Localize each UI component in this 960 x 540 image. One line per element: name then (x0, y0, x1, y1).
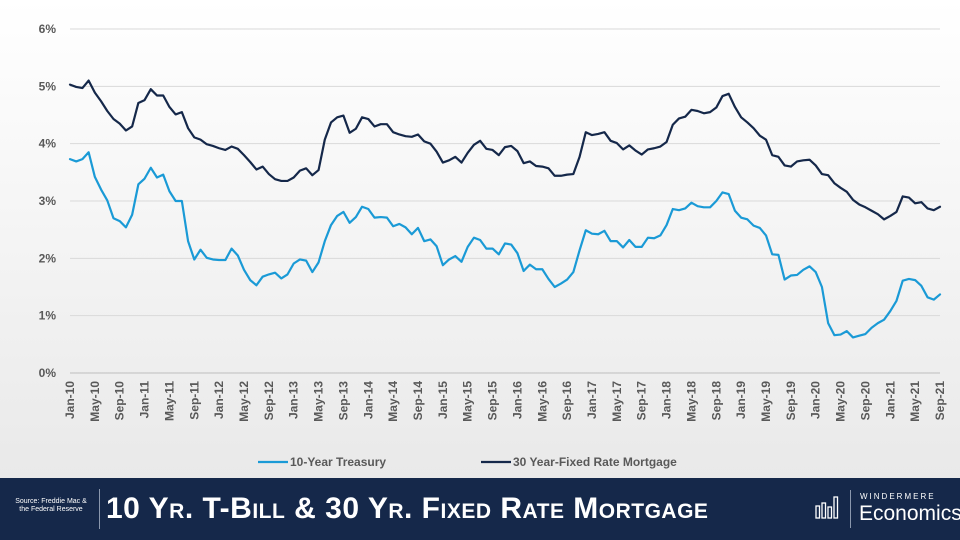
x-tick-label: Jan-15 (436, 381, 450, 419)
y-tick-label: 6% (39, 22, 57, 36)
y-tick-label: 4% (39, 137, 57, 151)
x-tick-label: Jan-14 (361, 381, 375, 419)
x-tick-label: Jan-20 (809, 381, 823, 419)
brand-name: WINDERMERE (860, 492, 936, 501)
x-tick-label: Sep-11 (187, 381, 201, 420)
x-tick-label: May-16 (535, 381, 549, 422)
x-tick-label: Sep-13 (336, 381, 350, 421)
x-tick-label: May-14 (386, 381, 400, 422)
bar-chart-logo-icon (815, 496, 839, 519)
x-tick-label: Sep-14 (411, 381, 425, 421)
x-tick-label: May-10 (88, 381, 102, 422)
x-tick-label: Jan-21 (883, 381, 897, 419)
y-tick-label: 5% (39, 79, 57, 93)
y-tick-label: 2% (39, 251, 57, 265)
x-tick-label: May-11 (162, 381, 176, 421)
x-tick-label: Jan-19 (734, 381, 748, 419)
x-tick-label: May-17 (610, 381, 624, 422)
chart-area: 0% 1% 2% 3% 4% 5% 6% Jan-10 May-10 Sep-10 Jan-11 Ma… (0, 0, 960, 478)
x-tick-label: Sep-17 (635, 381, 649, 421)
brand-subtitle: Economics (859, 502, 960, 525)
y-tick-label: 0% (39, 366, 57, 380)
x-tick-label: Sep-12 (262, 381, 276, 421)
x-tick-label: May-13 (312, 381, 326, 422)
x-tick-label: Sep-19 (784, 381, 798, 421)
x-tick-label: Jan-18 (660, 381, 674, 419)
x-tick-label: Sep-21 (933, 381, 947, 421)
x-tick-label: Sep-16 (560, 381, 574, 421)
mortgage-series-line (68, 79, 942, 221)
x-tick-label: May-12 (237, 381, 251, 422)
page-title: 10 Yr. T-Bill & 30 Yr. Fixed Rate Mortga… (106, 492, 709, 525)
x-tick-label: Jan-13 (287, 381, 301, 419)
x-tick-label: May-21 (908, 381, 922, 422)
x-tick-label: May-20 (834, 381, 848, 422)
logo-divider (850, 490, 851, 528)
x-tick-label: Jan-17 (585, 381, 599, 419)
x-tick-label: Sep-10 (113, 381, 127, 421)
y-tick-label: 3% (39, 194, 57, 208)
y-tick-label: 1% (39, 309, 57, 323)
source-note: Source: Freddie Mac & the Federal Reserv… (15, 498, 87, 513)
x-tick-label: Jan-11 (138, 381, 152, 419)
x-tick-label: Jan-10 (63, 381, 77, 419)
x-tick-label: Sep-15 (486, 381, 500, 421)
x-tick-label: Sep-20 (858, 381, 872, 421)
footer-bar: Source: Freddie Mac & the Federal Reserv… (0, 478, 960, 540)
x-tick-label: Jan-16 (510, 381, 524, 419)
x-tick-label: May-18 (684, 381, 698, 422)
x-tick-label: May-19 (759, 381, 773, 422)
x-tick-label: Jan-12 (212, 381, 226, 419)
treasury-series-line (68, 151, 942, 339)
x-tick-label: May-15 (461, 381, 475, 422)
footer-divider (99, 489, 100, 529)
x-tick-label: Sep-18 (709, 381, 723, 421)
line-chart: 0% 1% 2% 3% 4% 5% 6% Jan-10 May-10 Sep-10 Jan-11 Ma… (39, 22, 947, 469)
legend-label: 10-Year Treasury (290, 455, 386, 469)
legend-label: 30 Year-Fixed Rate Mortgage (513, 455, 677, 469)
